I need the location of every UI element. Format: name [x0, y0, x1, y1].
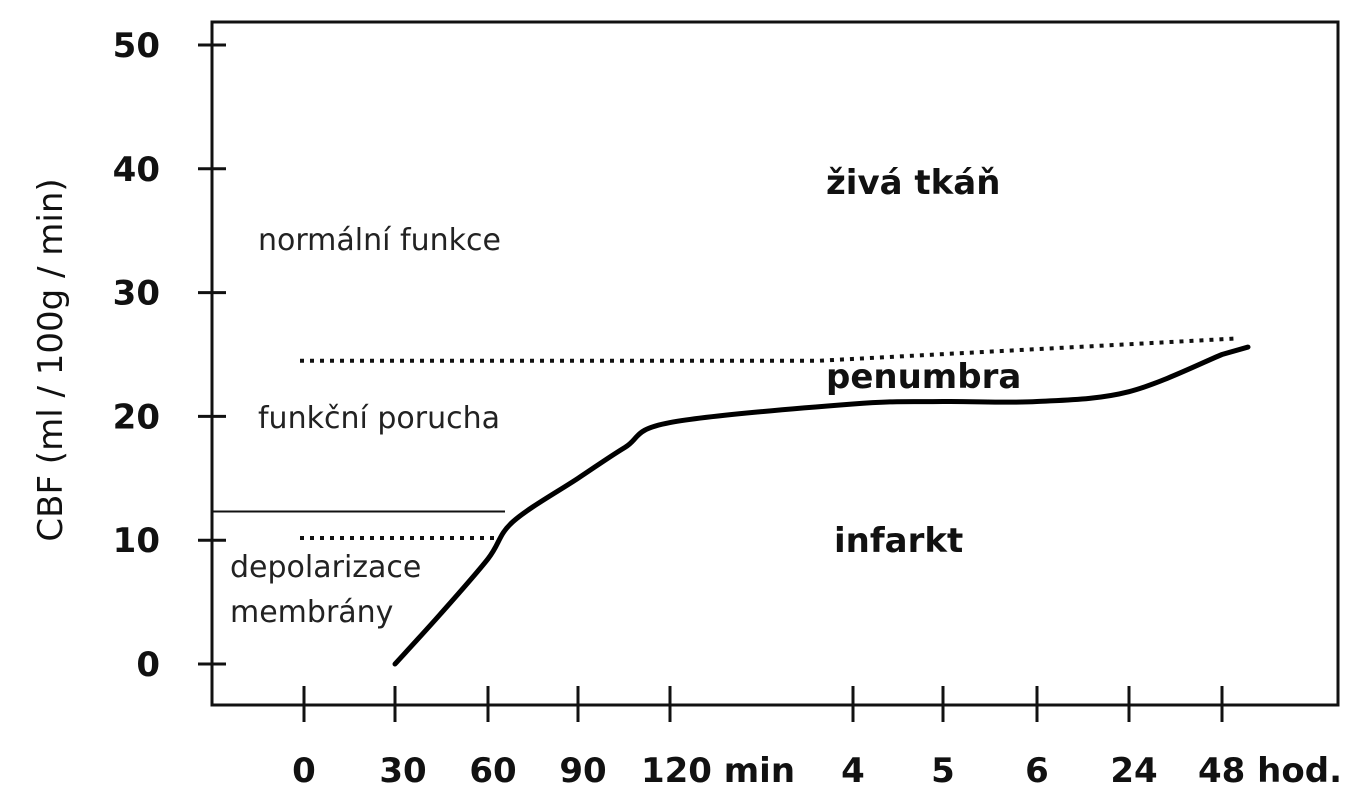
- x-axis: 0 30 60 90 120 min 4 5 6 24 48 hod.: [292, 686, 1342, 791]
- annotation-depolarization-2: membrány: [230, 595, 393, 630]
- y-tick-label: 0: [136, 645, 160, 685]
- annotation-infarct: infarkt: [834, 521, 963, 561]
- y-tick-label: 50: [113, 26, 160, 66]
- x-tick-label: 4: [841, 751, 865, 791]
- x-tick-label: 120 min: [641, 751, 795, 791]
- annotation-living: živá tkáň: [826, 163, 1000, 203]
- plot-frame: [210, 20, 1340, 707]
- y-tick-label: 10: [113, 521, 160, 561]
- x-tick-label: 90: [559, 751, 606, 791]
- annotation-functional: funkční porucha: [258, 401, 500, 436]
- y-tick-label: 40: [113, 150, 160, 190]
- threshold-upper-dotted: [300, 336, 1239, 363]
- annotation-normal: normální funkce: [258, 223, 501, 258]
- y-axis-title: CBF (ml / 100g / min): [31, 178, 71, 541]
- x-tick-label: 24: [1110, 751, 1157, 791]
- threshold-lines: [212, 336, 1239, 541]
- cbf-curve: [392, 344, 1251, 667]
- x-tick-label: 5: [931, 751, 955, 791]
- x-tick-label: 48 hod.: [1198, 751, 1342, 791]
- x-tick-label: 30: [379, 751, 426, 791]
- annotation-penumbra: penumbra: [826, 357, 1021, 397]
- y-axis: 0 10 20 30 40 50: [113, 26, 226, 685]
- annotation-depolarization-1: depolarizace: [230, 550, 421, 585]
- x-tick-label: 0: [292, 751, 316, 791]
- y-tick-label: 30: [113, 274, 160, 314]
- y-tick-label: 20: [113, 397, 160, 437]
- x-tick-label: 6: [1025, 751, 1049, 791]
- x-tick-label: 60: [469, 751, 516, 791]
